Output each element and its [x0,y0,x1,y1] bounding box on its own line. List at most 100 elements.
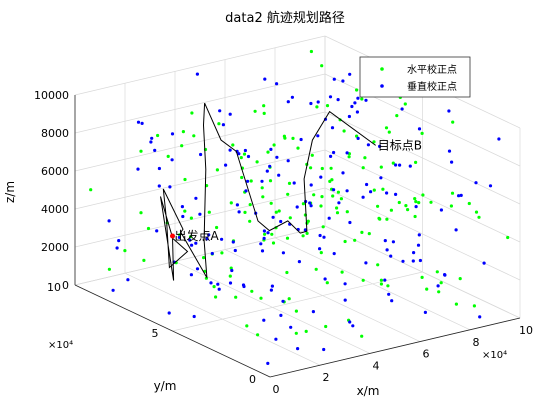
horizontal-correction-point [180,144,184,148]
vertical-correction-point [237,152,241,156]
horizontal-correction-point [212,285,216,289]
horizontal-correction-point [474,210,479,214]
horizontal-correction-point [320,195,324,199]
horizontal-correction-point [242,152,247,156]
horizontal-correction-point [449,204,453,208]
vertical-correction-point [107,219,111,223]
horizontal-correction-point [271,241,276,245]
vertical-correction-point [275,155,279,159]
vertical-correction-point [330,126,335,130]
horizontal-correction-point [217,122,221,126]
vertical-correction-point [356,96,360,100]
horizontal-correction-point [361,278,365,282]
vertical-correction-point [262,229,266,233]
horizontal-correction-point [229,266,233,270]
vertical-correction-point [246,179,250,183]
vertical-correction-point [221,123,225,127]
vertical-correction-point [389,254,393,258]
vertical-correction-point [117,239,121,243]
horizontal-correction-point [320,166,324,171]
vertical-correction-point [366,143,370,147]
grid-line [74,35,326,96]
horizontal-correction-point [214,295,218,299]
horizontal-correction-point [245,324,249,328]
start-point-label: 出发点A [175,228,220,243]
vertical-correction-point [296,347,300,351]
horizontal-correction-point [404,204,408,208]
vertical-correction-point [383,278,387,282]
vertical-correction-point [194,196,198,200]
horizontal-correction-point [417,201,421,205]
horizontal-correction-point [146,226,151,231]
horizontal-correction-point [450,191,455,195]
horizontal-correction-point [439,281,443,285]
grid-line [172,271,423,332]
points-layer [89,49,510,365]
vertical-correction-point [286,100,290,104]
vertical-correction-point [385,191,389,195]
vertical-correction-point [322,235,326,239]
vertical-correction-point [478,315,482,319]
vertical-correction-point [192,314,196,319]
horizontal-correction-point [229,201,233,205]
vertical-correction-point [218,109,222,113]
flight-path [160,102,376,281]
horizontal-correction-point [325,104,330,108]
x-tick-label: 4 [373,359,380,372]
vertical-correction-point [332,150,336,155]
horizontal-correction-point [389,208,393,212]
vertical-correction-point [136,167,140,171]
vertical-correction-point [336,98,340,102]
vertical-correction-point [391,240,395,244]
vertical-correction-point [262,236,266,240]
horizontal-correction-point [181,130,185,134]
vertical-correction-point [265,169,269,173]
vertical-correction-point [279,313,283,317]
horizontal-correction-point [395,114,399,118]
horizontal-correction-point [379,282,383,286]
vertical-correction-point [271,215,275,219]
vertical-correction-point [224,163,228,167]
horizontal-correction-point [207,210,211,214]
vertical-correction-point [355,110,359,114]
vertical-correction-point [341,171,345,175]
vertical-correction-point [207,233,211,237]
horizontal-correction-point [287,297,291,301]
vertical-correction-point [111,288,115,292]
vertical-correction-point [237,210,241,214]
horizontal-correction-point [270,232,274,236]
horizontal-correction-point [286,192,290,196]
horizontal-correction-point [288,216,292,220]
vertical-correction-point [170,158,174,162]
horizontal-correction-point [320,64,324,68]
horizontal-correction-point [272,143,276,147]
horizontal-correction-point [306,219,310,223]
horizontal-correction-point [253,109,257,113]
horizontal-correction-point [189,216,193,220]
horizontal-correction-point [335,206,339,210]
horizontal-correction-point [360,97,364,101]
horizontal-correction-point [249,179,253,183]
vertical-correction-point [233,248,237,253]
vertical-correction-point [316,100,320,104]
vertical-correction-point [210,251,214,256]
vertical-correction-point [274,337,278,341]
y-tick-label: 0 [249,373,256,386]
vertical-correction-point [290,95,294,99]
vertical-correction-point [348,220,352,225]
vertical-correction-point [309,204,313,208]
vertical-correction-point [231,240,235,244]
horizontal-correction-point [123,249,127,253]
horizontal-correction-point [329,166,333,170]
horizontal-correction-point [361,166,365,170]
vertical-correction-point [198,212,202,216]
vertical-correction-point [189,273,193,277]
vertical-correction-point [155,229,159,233]
vertical-correction-point [447,109,451,113]
horizontal-correction-point [287,181,292,185]
x-exponent: ×10⁴ [482,350,507,361]
vertical-correction-point [230,268,234,273]
vertical-correction-point [140,121,144,125]
horizontal-correction-point [142,258,146,262]
vertical-correction-point [418,258,422,263]
